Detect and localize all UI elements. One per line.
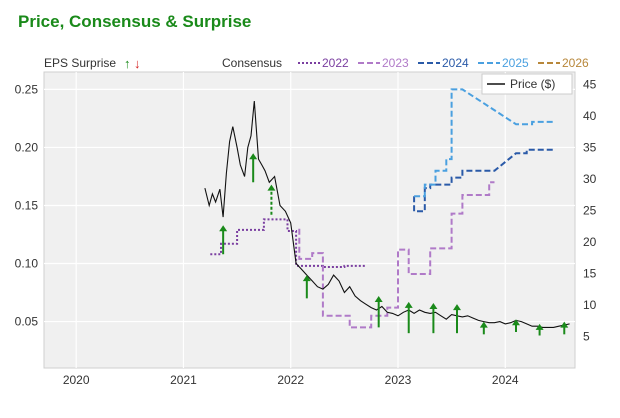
x-tick-label: 2020 [63,373,90,387]
consensus-line-2023 [298,181,495,329]
price-legend-label: Price ($) [510,77,555,91]
surprise-arrow-head [429,302,438,309]
x-tick-label: 2024 [492,373,519,387]
price-line [204,100,570,328]
surprise-arrow-head [453,304,461,311]
left-tick-label: 0.10 [15,257,39,271]
legend-label-2023: 2023 [382,56,409,70]
right-tick-label: 15 [583,267,597,281]
surprise-arrow-head [535,323,544,330]
right-tick-label: 45 [583,78,597,92]
surprise-arrow-head [267,184,276,191]
right-tick-label: 20 [583,235,597,249]
left-tick-label: 0.05 [15,315,39,329]
plot-area [43,71,576,369]
legend-label-2026: 2026 [562,56,589,70]
surprise-arrow-head [219,225,228,232]
surprise-arrow-head [560,321,569,328]
legend-down-arrow-icon: ↓ [134,56,141,71]
left-tick-label: 0.20 [15,140,39,154]
right-tick-label: 30 [583,172,597,186]
x-tick-label: 2022 [277,373,304,387]
x-tick-label: 2023 [385,373,412,387]
chart-title: Price, Consensus & Surprise [18,12,252,31]
left-tick-label: 0.15 [15,198,39,212]
price-legend-box [481,73,573,95]
x-tick-label: 2021 [170,373,197,387]
legend-consensus-label: Consensus [222,56,282,70]
surprise-arrow-head [302,275,311,282]
consensus-line-2022 [210,218,366,268]
legend-label-2022: 2022 [322,56,349,70]
right-tick-label: 10 [583,298,597,312]
right-tick-label: 25 [583,204,597,218]
right-tick-label: 5 [583,330,590,344]
right-tick-label: 35 [583,141,597,155]
surprise-arrow-head [512,319,520,326]
legend-label-2024: 2024 [442,56,469,70]
surprise-arrow-head [479,321,488,328]
legend-up-arrow-icon: ↑ [124,56,131,71]
legend-eps-surprise-label: EPS Surprise [44,56,116,70]
surprise-arrow-head [374,296,383,303]
legend-label-2025: 2025 [502,56,529,70]
right-tick-label: 40 [583,109,597,123]
surprise-arrow-head [249,153,258,160]
surprise-arrow-head [404,301,413,308]
left-tick-label: 0.25 [15,82,39,96]
